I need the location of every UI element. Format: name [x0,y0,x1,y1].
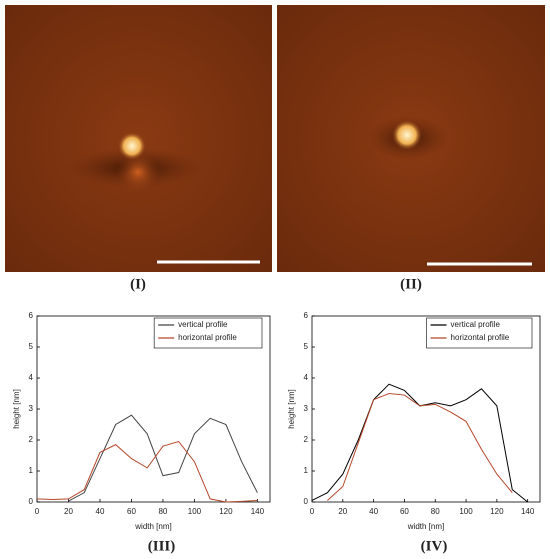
legend-box [426,317,533,349]
legend-box [153,317,263,349]
afm-image [277,5,545,272]
x-tick-label: 140 [521,507,535,516]
x-tick-label: 120 [490,507,504,516]
x-tick-label: 100 [188,507,202,516]
x-tick-label: 20 [64,507,73,516]
y-tick-label: 1 [304,466,309,475]
y-tick-label: 0 [304,497,309,506]
panel-caption: (IV) [421,538,448,554]
y-tick-label: 0 [29,497,34,506]
y-tick-label: 4 [304,373,309,382]
x-axis-label: width [nm] [134,522,171,531]
y-tick-label: 4 [29,373,34,382]
legend-label: vertical profile [451,320,501,329]
series-line [311,383,528,503]
legend-label: horizontal profile [178,333,237,342]
x-tick-label: 20 [338,507,347,516]
x-tick-label: 0 [35,507,40,516]
x-tick-label: 60 [127,507,136,516]
afm-image [5,5,272,272]
y-tick-label: 3 [304,404,309,413]
series-line [68,414,258,502]
legend-label: horizontal profile [451,333,510,342]
y-axis-label: height [nm] [287,389,296,429]
x-tick-label: 140 [251,507,265,516]
x-tick-label: 60 [400,507,409,516]
y-tick-label: 5 [29,342,34,351]
legend-label: vertical profile [178,320,228,329]
x-tick-label: 0 [310,507,315,516]
y-tick-label: 6 [29,311,34,320]
y-tick-label: 2 [29,435,34,444]
y-tick-label: 3 [29,404,34,413]
x-axis-label: width [nm] [407,522,444,531]
series-line [36,440,258,503]
y-tick-label: 2 [304,435,309,444]
x-tick-label: 40 [96,507,105,516]
y-tick-label: 6 [304,311,309,320]
x-tick-label: 40 [369,507,378,516]
y-tick-label: 5 [304,342,309,351]
y-tick-label: 1 [29,466,34,475]
x-tick-label: 80 [431,507,440,516]
x-tick-label: 120 [219,507,233,516]
x-tick-label: 100 [459,507,473,516]
series-line [327,392,513,501]
panel-caption: (III) [148,538,176,554]
panel-caption: (II) [400,276,422,292]
x-tick-label: 80 [158,507,167,516]
y-axis-label: height [nm] [12,389,21,429]
panel-caption: (I) [130,276,146,292]
